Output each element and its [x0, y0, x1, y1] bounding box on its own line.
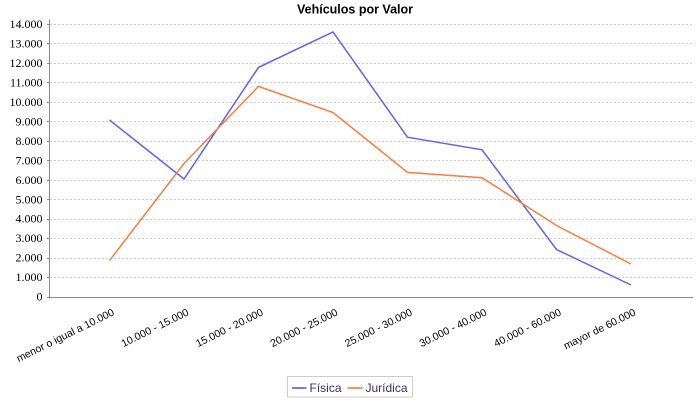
svg-text:7.000: 7.000: [16, 153, 43, 167]
svg-text:14.000: 14.000: [10, 17, 43, 31]
svg-text:30.000 - 40.000: 30.000 - 40.000: [418, 306, 489, 349]
svg-text:10.000 - 15.000: 10.000 - 15.000: [120, 306, 191, 349]
svg-text:menor o igual a 10.000: menor o igual a 10.000: [15, 306, 117, 364]
svg-text:Vehículos por Valor: Vehículos por Valor: [297, 3, 413, 17]
svg-text:5.000: 5.000: [16, 192, 43, 206]
svg-text:2.000: 2.000: [16, 251, 43, 265]
svg-text:Jurídica: Jurídica: [366, 381, 408, 395]
svg-text:20.000 - 25.000: 20.000 - 25.000: [269, 306, 340, 349]
svg-text:15.000 - 20.000: 15.000 - 20.000: [194, 306, 265, 349]
svg-text:40.000 - 60.000: 40.000 - 60.000: [492, 306, 563, 349]
svg-text:3.000: 3.000: [16, 231, 43, 245]
svg-text:0: 0: [37, 290, 43, 304]
svg-text:12.000: 12.000: [10, 56, 43, 70]
svg-text:9.000: 9.000: [16, 114, 43, 128]
svg-text:Física: Física: [310, 381, 342, 395]
svg-text:6.000: 6.000: [16, 173, 43, 187]
svg-text:4.000: 4.000: [16, 212, 43, 226]
svg-text:13.000: 13.000: [10, 37, 43, 51]
svg-text:1.000: 1.000: [16, 270, 43, 284]
svg-text:mayor de 60.000: mayor de 60.000: [562, 306, 638, 352]
svg-text:11.000: 11.000: [10, 76, 43, 90]
svg-text:8.000: 8.000: [16, 134, 43, 148]
svg-text:10.000: 10.000: [10, 95, 43, 109]
svg-text:25.000 - 30.000: 25.000 - 30.000: [343, 306, 414, 349]
